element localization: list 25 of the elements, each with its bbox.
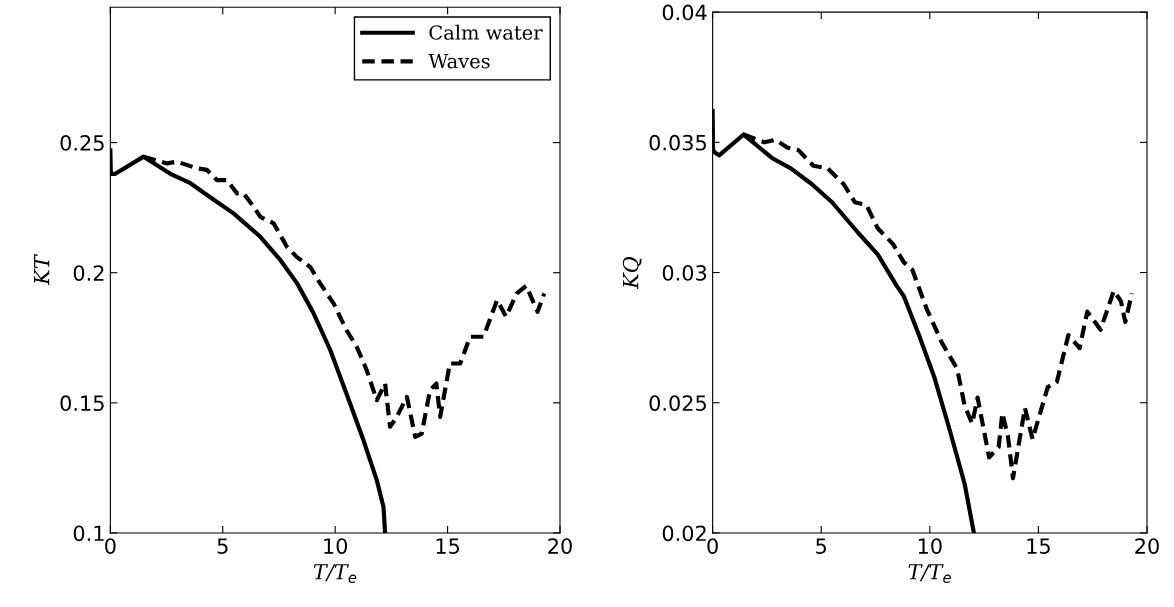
x-tick-label: 0 [707, 538, 718, 554]
y-axis-title: KT [34, 254, 50, 286]
x-tick-label: 15 [436, 538, 460, 554]
y-tick-label: 0.15 [60, 395, 104, 412]
x-tick-label: 5 [816, 538, 827, 554]
legend-label: Calm water [429, 24, 543, 40]
y-tick-label: 0.02 [662, 525, 706, 542]
y-tick-label: 0.2 [73, 265, 104, 281]
x-tick-label: 5 [217, 538, 228, 554]
x-tick-label: 20 [548, 538, 572, 554]
x-tick-label: 0 [105, 538, 116, 554]
x-axis-title: T/T$_{e}$ [908, 564, 951, 583]
x-tick-label: 10 [918, 538, 942, 554]
y-tick-label: 0.1 [73, 525, 104, 542]
x-tick-label: 20 [1135, 538, 1159, 554]
y-tick-label: 0.25 [60, 135, 104, 151]
x-tick-label: 15 [1027, 538, 1050, 554]
y-tick-label: 0.025 [649, 395, 706, 411]
y-tick-label: 0.03 [662, 265, 707, 281]
x-axis-title: T/T$_{e}$ [313, 564, 357, 583]
y-tick-label: 0.04 [662, 4, 707, 21]
y-tick-label: 0.035 [649, 134, 706, 151]
legend-label: Waves [428, 53, 490, 69]
y-axis-title: KQ [622, 256, 642, 290]
x-tick-label: 10 [324, 538, 348, 554]
